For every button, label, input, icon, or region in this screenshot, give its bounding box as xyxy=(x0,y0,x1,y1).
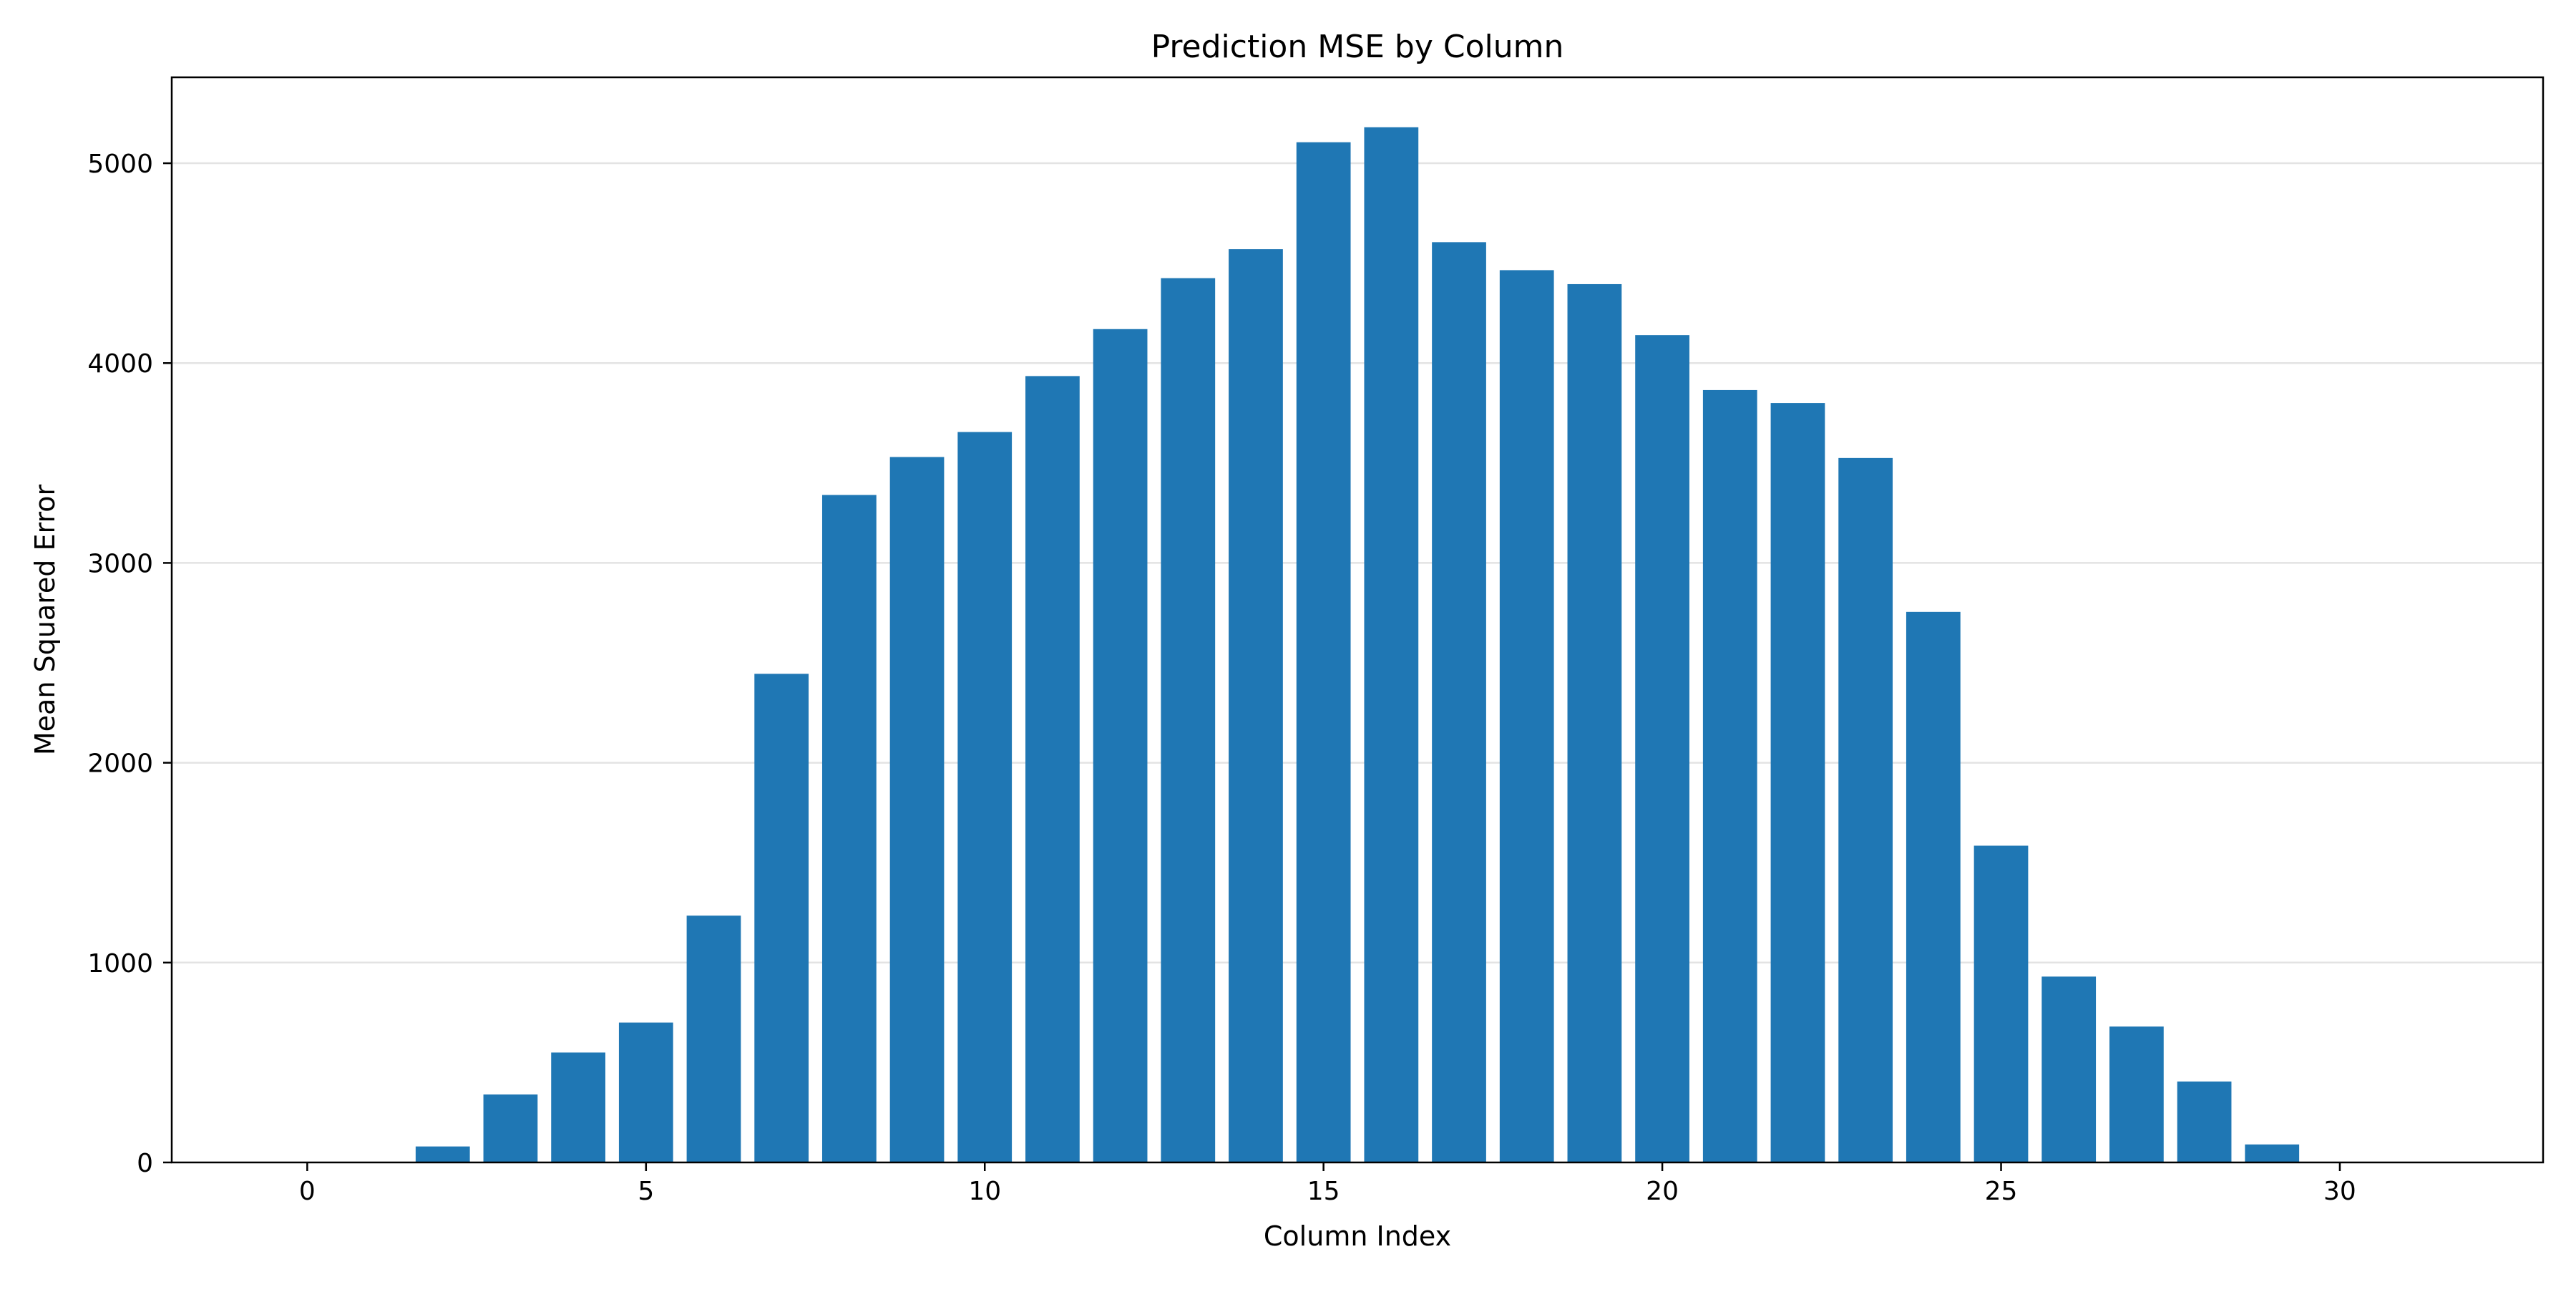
bar xyxy=(1906,611,1961,1162)
x-tick-label: 20 xyxy=(1646,1177,1679,1206)
bar xyxy=(1296,142,1351,1162)
y-tick-label: 2000 xyxy=(87,749,153,779)
bar xyxy=(957,432,1013,1162)
x-tick-label: 10 xyxy=(968,1177,1001,1206)
bar xyxy=(483,1094,538,1162)
bar xyxy=(1161,278,1216,1162)
bar xyxy=(686,915,741,1162)
bar xyxy=(1635,335,1689,1163)
y-tick-label: 0 xyxy=(137,1149,153,1178)
bar xyxy=(1025,376,1080,1162)
bar xyxy=(2177,1081,2232,1162)
bar xyxy=(1364,127,1419,1163)
bar xyxy=(2245,1144,2300,1162)
x-tick-label: 15 xyxy=(1307,1177,1340,1206)
chart-title: Prediction MSE by Column xyxy=(1151,29,1564,65)
bar xyxy=(821,495,877,1162)
bar xyxy=(1702,389,1757,1162)
y-tick-label: 1000 xyxy=(87,949,153,978)
x-tick-label: 5 xyxy=(638,1177,654,1206)
bar xyxy=(415,1146,470,1162)
y-tick-label: 4000 xyxy=(87,349,153,379)
x-axis: 0 5 10 15 20 25 30 xyxy=(299,1162,2356,1206)
bar xyxy=(2041,976,2097,1162)
y-axis: 0 1000 2000 3000 4000 5000 xyxy=(87,150,172,1178)
bar xyxy=(889,457,945,1162)
bars xyxy=(415,127,2300,1163)
x-tick-label: 30 xyxy=(2323,1177,2356,1206)
x-tick-label: 0 xyxy=(299,1177,316,1206)
plot-frame xyxy=(170,76,2545,1164)
y-tick-label: 3000 xyxy=(87,549,153,578)
y-axis-label: Mean Squared Error xyxy=(29,485,61,756)
bar xyxy=(1229,249,1283,1162)
bar xyxy=(1499,270,1554,1162)
bar xyxy=(1770,403,1825,1163)
bar xyxy=(754,674,809,1162)
bar xyxy=(2109,1026,2164,1162)
bar xyxy=(1093,329,1148,1162)
x-tick-label: 25 xyxy=(1985,1177,2018,1206)
y-tick-label: 5000 xyxy=(87,150,153,179)
grid xyxy=(172,162,2543,964)
x-axis-label: Column Index xyxy=(1264,1220,1451,1252)
bar xyxy=(618,1022,673,1162)
bar xyxy=(551,1052,605,1162)
bar xyxy=(1432,242,1486,1162)
bar xyxy=(1567,283,1622,1163)
bar xyxy=(1974,845,2029,1162)
bar xyxy=(1838,457,1893,1162)
